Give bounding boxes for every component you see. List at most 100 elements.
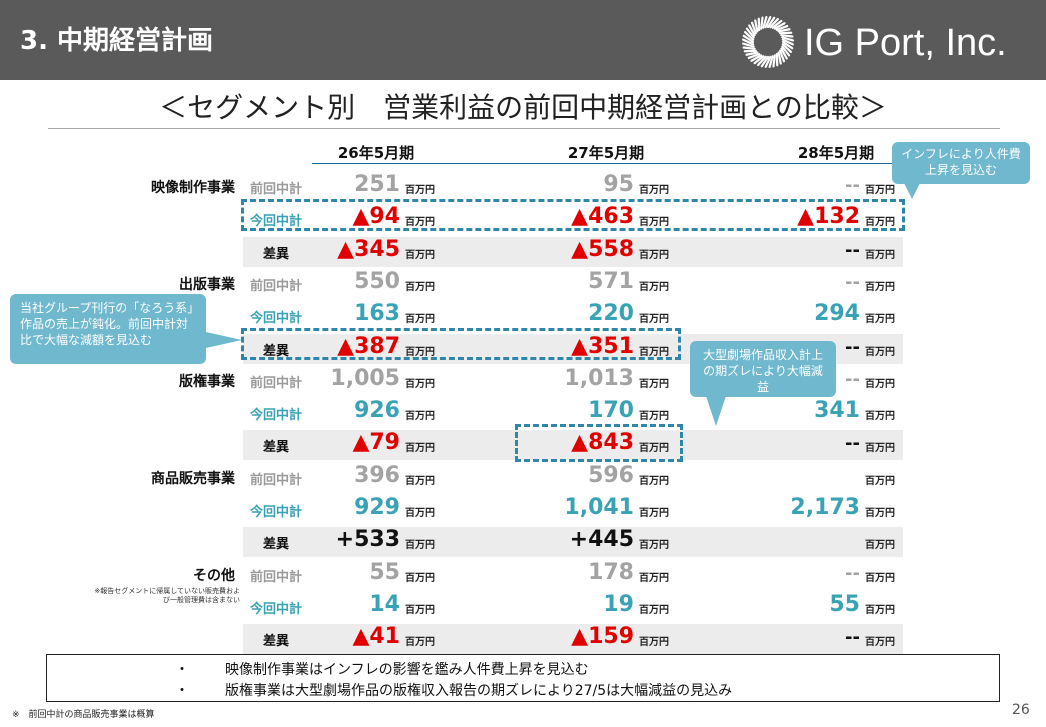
- diff-row-band: [243, 624, 903, 655]
- unit-label: 百万円: [639, 346, 669, 358]
- year-header-28: 28年5月期: [797, 144, 875, 162]
- value-cell: ▲94: [352, 204, 400, 230]
- value-cell: 1,013: [564, 365, 634, 391]
- footnote: ※ 前回中計の商品販売事業は概算: [12, 710, 155, 720]
- row-label-prev: 前回中計: [249, 278, 302, 294]
- unit-label: 百万円: [639, 443, 669, 455]
- value-cell: --: [845, 336, 860, 358]
- row-label-cur: 今回中計: [249, 505, 302, 520]
- row-label-cur: 今回中計: [249, 601, 302, 617]
- value-cell: ▲132: [797, 204, 860, 230]
- row-label-prev: 前回中計: [249, 569, 302, 585]
- year-header-line: [312, 163, 896, 164]
- unit-label: 百万円: [405, 604, 435, 616]
- value-cell: 926: [354, 398, 400, 424]
- row-label-diff: 差異: [262, 343, 289, 359]
- unit-label: 百万円: [865, 217, 895, 229]
- row-label-prev: 前回中計: [249, 182, 302, 197]
- unit-label: 百万円: [639, 475, 669, 487]
- row-label-diff: 差異: [262, 246, 289, 262]
- other-segment-note: ※報告セグメントに帰属していない販売費および一般管理費は含まない: [94, 587, 240, 604]
- value-cell: ▲345: [337, 236, 400, 262]
- callout-inflation: インフレにより人件費上昇を見込む: [892, 142, 1030, 184]
- segment-name: 映像制作事業: [151, 180, 235, 196]
- value-cell: 163: [354, 301, 400, 327]
- value-cell: ▲79: [352, 430, 400, 456]
- summary-item-text: 版権事業は大型劇場作品の版権収入報告の期ズレにより27/5は大幅減益の見込み: [225, 683, 733, 699]
- unit-label: 百万円: [865, 411, 895, 423]
- unit-label: 百万円: [405, 249, 435, 261]
- unit-label: 百万円: [865, 475, 895, 487]
- unit-label: 百万円: [639, 540, 669, 552]
- value-cell: 1,005: [330, 365, 400, 391]
- value-cell: 550: [354, 268, 400, 294]
- row-label-diff: 差異: [262, 634, 289, 650]
- row-label-diff: 差異: [262, 440, 289, 456]
- unit-label: 百万円: [865, 443, 895, 455]
- unit-label: 百万円: [639, 249, 669, 261]
- value-cell: ▲159: [571, 624, 634, 650]
- unit-label: 百万円: [639, 314, 669, 326]
- unit-label: 百万円: [865, 637, 895, 649]
- value-cell: 55: [829, 591, 860, 617]
- value-cell: +445: [569, 527, 634, 553]
- callout-theatrical-tail: [706, 396, 726, 426]
- value-cell: 14: [369, 591, 400, 617]
- row-label-cur: 今回中計: [249, 214, 302, 230]
- unit-label: 百万円: [405, 443, 435, 455]
- unit-label: 百万円: [865, 281, 895, 293]
- unit-label: 百万円: [639, 217, 669, 229]
- value-cell: --: [845, 239, 860, 261]
- value-cell: ▲351: [571, 333, 634, 359]
- value-cell: 55: [369, 559, 400, 585]
- unit-label: 百万円: [639, 508, 669, 519]
- summary-item-2: ・ 版権事業は大型劇場作品の版権収入報告の期ズレにより27/5は大幅減益の見込み: [175, 680, 733, 700]
- unit-label: 百万円: [865, 604, 895, 616]
- subtitle-underline: [48, 128, 1000, 129]
- value-cell: ▲41: [352, 624, 400, 650]
- value-cell: 178: [588, 559, 634, 585]
- logo-text: IG Port, Inc.: [804, 22, 1007, 64]
- unit-label: 百万円: [639, 281, 669, 293]
- unit-label: 百万円: [405, 281, 435, 293]
- unit-label: 百万円: [405, 411, 435, 423]
- value-cell: 596: [588, 462, 634, 488]
- value-cell: --: [845, 627, 860, 649]
- unit-label: 百万円: [865, 540, 895, 552]
- page-number: 26: [1012, 702, 1030, 718]
- callout-theatrical: 大型劇場作品収入計上の期ズレにより大幅減益: [690, 341, 836, 397]
- unit-label: 百万円: [405, 508, 435, 519]
- value-cell: --: [845, 562, 860, 584]
- summary-item-text: 映像制作事業はインフレの影響を鑑み人件費上昇を見込む: [225, 662, 589, 678]
- value-cell: 929: [354, 495, 400, 520]
- highlight-box-publishing-diff: [241, 328, 681, 360]
- unit-label: 百万円: [865, 378, 895, 390]
- value-cell: 170: [588, 398, 634, 424]
- slide-title: 3. 中期経営計画: [20, 26, 214, 56]
- diff-row-band: [243, 527, 903, 558]
- value-cell: 294: [814, 301, 860, 327]
- unit-label: 百万円: [405, 572, 435, 584]
- unit-label: 百万円: [405, 346, 435, 358]
- unit-label: 百万円: [639, 637, 669, 649]
- value-cell: ▲387: [337, 333, 400, 359]
- company-logo: IG Port, Inc.: [740, 14, 1040, 70]
- value-cell: 2,173: [790, 495, 860, 520]
- summary-bullet: ・: [175, 683, 189, 699]
- unit-label: 百万円: [865, 249, 895, 261]
- row-label-prev: 前回中計: [249, 375, 302, 391]
- value-cell: 396: [354, 462, 400, 488]
- value-cell: 571: [588, 268, 634, 294]
- value-cell: --: [845, 433, 860, 455]
- value-cell: 95: [603, 172, 634, 197]
- segment-name: 出版事業: [179, 276, 235, 293]
- value-cell: --: [845, 368, 860, 390]
- unit-label: 百万円: [405, 540, 435, 552]
- header-bar: 3. 中期経営計画 IG Port, Inc.: [0, 0, 1046, 80]
- row-label-diff: 差異: [262, 537, 289, 553]
- segment-name: 版権事業: [179, 373, 235, 390]
- value-cell: --: [845, 271, 860, 293]
- year-header-26: 26年5月期: [337, 144, 415, 162]
- highlight-box-rights-diff: [515, 424, 683, 462]
- summary-bullet: ・: [175, 662, 189, 678]
